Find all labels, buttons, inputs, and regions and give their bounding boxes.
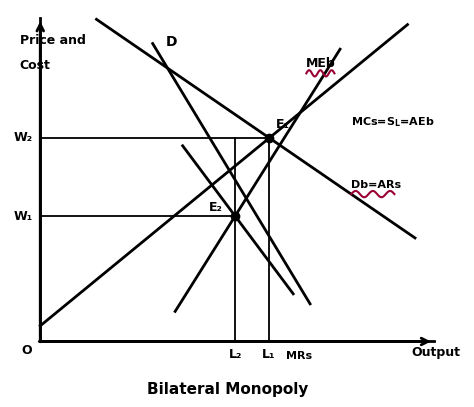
Text: Cost: Cost [19, 59, 51, 72]
Text: E₁: E₁ [276, 118, 291, 131]
Text: L₂: L₂ [228, 348, 242, 361]
Text: Db=ARs: Db=ARs [351, 179, 401, 190]
Text: MCs=S$_\mathregular{L}$=AEb: MCs=S$_\mathregular{L}$=AEb [351, 115, 435, 129]
Text: Price and: Price and [19, 34, 85, 47]
Text: Bilateral Monopoly: Bilateral Monopoly [147, 382, 308, 397]
Text: E₂: E₂ [209, 201, 223, 214]
Text: W₁: W₁ [14, 210, 33, 223]
Text: D: D [166, 35, 177, 49]
Text: O: O [22, 344, 32, 357]
Text: MEb: MEb [306, 57, 336, 70]
Text: MRs: MRs [286, 350, 312, 361]
Text: L₁: L₁ [262, 348, 275, 361]
Text: Output: Output [411, 346, 460, 359]
Text: W₂: W₂ [14, 131, 33, 144]
